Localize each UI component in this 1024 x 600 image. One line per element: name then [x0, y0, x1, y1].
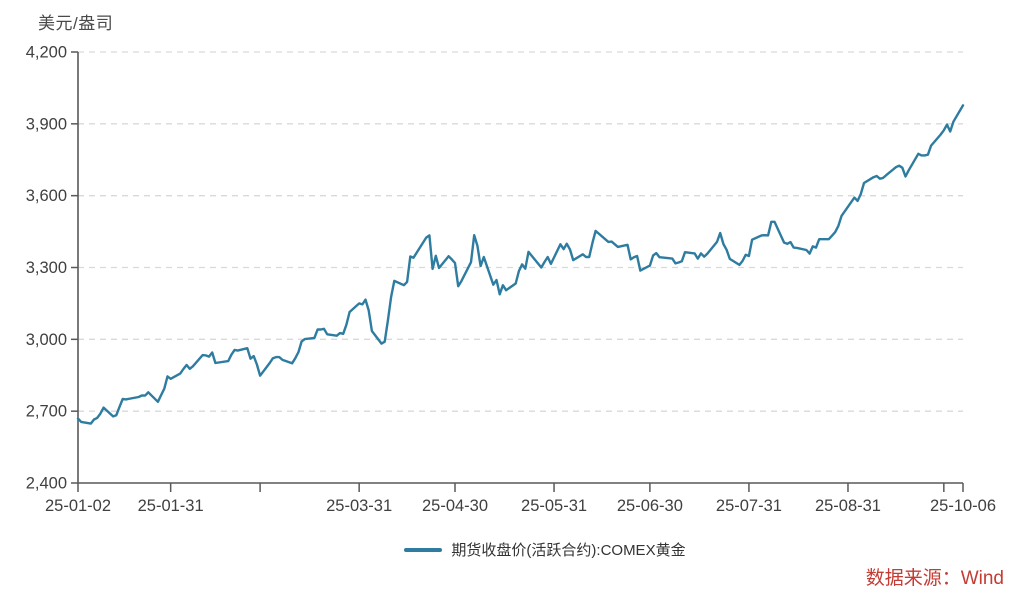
x-tick-label: 25-08-31: [815, 497, 881, 515]
y-axis-unit-label: 美元/盎司: [38, 14, 114, 33]
y-tick-label: 3,900: [26, 115, 67, 133]
y-tick-label: 3,300: [26, 259, 67, 277]
x-tick-label: 25-04-30: [422, 497, 488, 515]
price-line-series: [76, 104, 965, 425]
y-tick-label: 3,000: [26, 331, 67, 349]
legend-line-swatch-icon: [404, 547, 443, 552]
axes-layer: 2,400 2,700 3,000 3,300 3,600 3,900 4,200 25-01…: [26, 44, 996, 516]
x-tick-label: 25-05-31: [521, 497, 587, 515]
x-tick-label: 25-07-31: [716, 497, 782, 515]
x-tick-label: 25-01-02: [45, 497, 111, 515]
x-tick-label: 25-06-30: [617, 497, 683, 515]
legend-label: 期货收盘价(活跃合约):COMEX黄金: [451, 542, 686, 559]
gold-price-line-chart: 2,400 2,700 3,000 3,300 3,600 3,900 4,200 25-01…: [26, 44, 996, 516]
x-tick-label: 25-01-31: [138, 497, 204, 515]
chart-legend: 期货收盘价(活跃合约):COMEX黄金: [0, 539, 1024, 560]
gridlines-layer: [78, 51, 963, 412]
y-tick-label: 4,200: [26, 44, 67, 62]
y-tick-label: 2,400: [26, 475, 67, 493]
data-source-label: 数据来源：Wind: [865, 568, 1004, 589]
x-tick-label: 25-03-31: [326, 497, 392, 515]
legend-item: 期货收盘价(活跃合约):COMEX黄金: [404, 539, 686, 560]
y-tick-label: 2,700: [26, 403, 67, 421]
series-layer: [76, 104, 965, 425]
x-tick-label: 25-10-06: [930, 497, 996, 515]
y-tick-label: 3,600: [26, 187, 67, 205]
